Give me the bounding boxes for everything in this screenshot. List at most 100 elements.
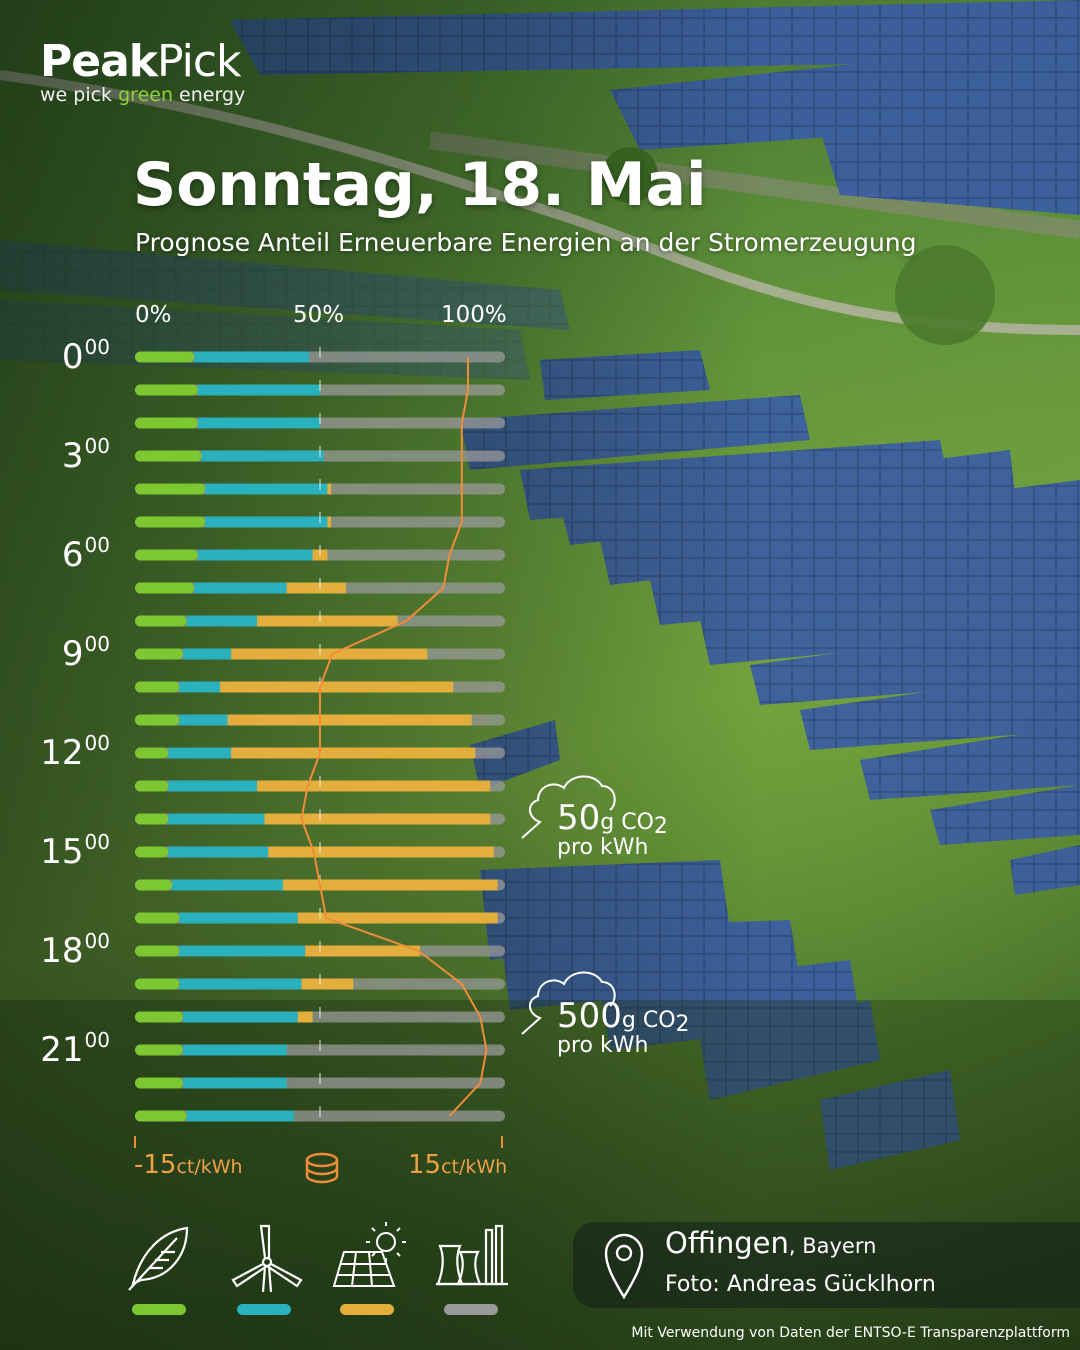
bar-biomass <box>135 615 187 627</box>
bar-biomass <box>135 516 206 528</box>
peakpick-logo: PeakPick we pick green energy <box>40 36 245 106</box>
bar-solar <box>227 714 472 726</box>
bar-biomass <box>135 714 180 726</box>
bar-solar <box>297 1011 313 1023</box>
bar-wind <box>179 978 302 990</box>
bar-solar <box>327 483 332 495</box>
cloud-icon-low <box>521 775 616 839</box>
bar-solar <box>297 912 498 924</box>
bar-wind <box>179 681 221 693</box>
bar-wind <box>194 351 309 363</box>
hour-label-3: 300 <box>61 434 110 476</box>
bar-wind <box>183 1044 287 1056</box>
bar-wind <box>183 648 232 660</box>
hour-label-9: 900 <box>61 632 110 674</box>
brand-name: PeakPick <box>40 36 242 87</box>
bar-solar <box>257 615 398 627</box>
legend-bar-wind <box>237 1304 291 1315</box>
bar-biomass <box>135 912 180 924</box>
bar-solar <box>327 516 332 528</box>
bar-solar <box>268 846 494 858</box>
bar-wind <box>168 846 269 858</box>
hour-label-12: 1200 <box>40 731 110 773</box>
bar-solar <box>231 648 428 660</box>
location-pin-icon <box>604 1233 644 1300</box>
bar-wind <box>168 780 258 792</box>
price-line <box>300 357 488 1117</box>
bar-wind <box>205 516 328 528</box>
hour-label-21: 2100 <box>40 1028 110 1070</box>
page-title: Sonntag, 18. Mai <box>133 150 707 220</box>
co2-annotation-high: 500g CO2 pro kWh <box>557 996 690 1059</box>
bar-biomass <box>135 582 195 594</box>
location-city: Offingen, Bayern <box>665 1226 877 1260</box>
bar-biomass <box>135 417 198 429</box>
bar-wind <box>186 615 258 627</box>
bar-solar <box>286 582 346 594</box>
bar-biomass <box>135 1077 184 1089</box>
price-max-label: 15ct/kWh <box>408 1150 508 1180</box>
brand-tagline: we pick green energy <box>40 84 246 106</box>
bar-biomass <box>135 681 180 693</box>
wind-turbine-icon <box>231 1224 303 1292</box>
bar-biomass <box>135 384 198 396</box>
bar-wind <box>183 1077 287 1089</box>
location-box <box>573 1222 1080 1308</box>
bar-biomass <box>135 1110 187 1122</box>
bar-biomass <box>135 648 184 660</box>
bar-solar <box>257 780 491 792</box>
coins-icon <box>305 1152 339 1184</box>
bar-wind <box>172 879 283 891</box>
bar-biomass <box>135 549 198 561</box>
bar-solar <box>301 978 354 990</box>
bar-biomass <box>135 351 195 363</box>
bar-wind <box>168 747 232 759</box>
hour-label-0: 000 <box>61 335 110 377</box>
bar-solar <box>231 747 476 759</box>
bar-wind <box>197 384 320 396</box>
photo-credit: Foto: Andreas Gücklhorn <box>665 1272 936 1297</box>
bar-biomass <box>135 483 206 495</box>
bar-biomass <box>135 846 169 858</box>
bar-biomass <box>135 1044 184 1056</box>
x-tick-100: 100% <box>441 302 507 328</box>
leaf-icon <box>128 1226 189 1291</box>
bar-biomass <box>135 1011 184 1023</box>
hour-label-15: 1500 <box>40 830 110 872</box>
co2-annotation-low: 50g CO2 pro kWh <box>557 798 668 861</box>
bar-solar <box>283 879 498 891</box>
solar-panel-icon <box>332 1222 406 1287</box>
bar-wind <box>179 912 298 924</box>
bar-solar <box>264 813 491 825</box>
price-min-label: -15ct/kWh <box>134 1150 243 1180</box>
bar-biomass <box>135 879 172 891</box>
bar-solar <box>220 681 454 693</box>
bar-wind <box>197 417 320 429</box>
bar-wind <box>183 1011 298 1023</box>
bar-wind <box>194 582 287 594</box>
bar-biomass <box>135 813 169 825</box>
legend-bar-fossil <box>444 1304 498 1315</box>
cloud-icon-high <box>521 971 616 1035</box>
bar-biomass <box>135 780 169 792</box>
bar-solar <box>305 945 420 957</box>
x-tick-0: 0% <box>135 302 172 328</box>
bar-wind <box>186 1110 295 1122</box>
bar-wind <box>179 714 228 726</box>
hour-label-18: 1800 <box>40 929 110 971</box>
bar-wind <box>205 483 328 495</box>
hour-label-6: 600 <box>61 533 110 575</box>
x-tick-50: 50% <box>293 302 345 328</box>
bar-wind <box>168 813 265 825</box>
power-plant-icon <box>436 1224 508 1286</box>
legend-bar-solar <box>340 1304 394 1315</box>
bar-biomass <box>135 945 180 957</box>
page-subtitle: Prognose Anteil Erneuerbare Energien an … <box>135 228 917 257</box>
bar-wind <box>201 450 324 462</box>
data-source-footer: Mit Verwendung von Daten der ENTSO-E Tra… <box>631 1325 1070 1341</box>
bar-biomass <box>135 747 169 759</box>
legend-bar-biomass <box>132 1304 186 1315</box>
bar-wind <box>197 549 313 561</box>
